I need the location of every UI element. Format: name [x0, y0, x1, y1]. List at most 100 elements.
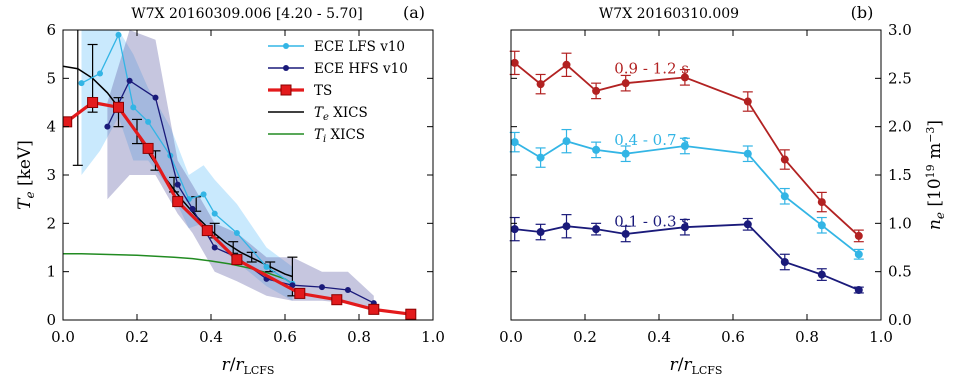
ne-point — [854, 250, 863, 259]
ece-hfs-point — [174, 181, 181, 188]
ne-point — [510, 225, 519, 234]
panel-a-ytick-label: 2 — [46, 214, 56, 232]
panel-b-ytick-label: 2.5 — [888, 69, 912, 87]
ts-point — [142, 142, 154, 154]
legend-label: TS — [314, 83, 332, 99]
ne-series-label: 0.9 - 1.2 s — [614, 60, 689, 78]
ece-lfs-line — [81, 32, 293, 285]
panel-a-xtick-label: 0.6 — [273, 328, 297, 346]
panel-b-tag: (b) — [851, 3, 874, 22]
ne-point — [743, 149, 752, 158]
panel-a-tag: (a) — [403, 3, 425, 22]
ece-lfs-point — [145, 118, 152, 125]
ne-point — [562, 222, 571, 231]
panel-b-ytick-label: 3.0 — [888, 21, 912, 39]
panel-a-xtick-label: 0.8 — [347, 328, 371, 346]
ece-lfs-point — [78, 80, 85, 87]
ne-point — [817, 221, 826, 230]
ece-hfs-point — [289, 282, 296, 289]
panel-b-ytick-label: 0.5 — [888, 263, 912, 281]
panel-b-xlabel: r/rLCFS — [670, 355, 723, 377]
ne-point — [621, 229, 630, 238]
legend-label: Ti XICS — [314, 127, 365, 145]
ne-point — [817, 198, 826, 207]
ne-point — [536, 153, 545, 162]
ne-point — [562, 137, 571, 146]
ece-hfs-point — [126, 77, 133, 84]
ece-lfs-point — [130, 104, 137, 111]
ne-point — [592, 225, 601, 234]
ne-point — [780, 155, 789, 164]
ts-point — [294, 287, 306, 299]
panel-b-xtick-label: 0.6 — [721, 328, 745, 346]
ece-hfs-point — [189, 205, 196, 212]
panel-b-axes: 0.0 0.2 0.4 0.6 0.8 1.00.00.51.01.52.02.53.0 — [499, 21, 912, 346]
ne-point — [592, 86, 601, 95]
ne-series-label: 0.1 - 0.3 s — [614, 212, 689, 230]
legend-swatch-marker — [283, 43, 289, 49]
series-2: 0.1 - 0.3 s — [509, 212, 864, 295]
panel-a-xtick-label: 1.0 — [421, 328, 445, 346]
ne-point — [536, 228, 545, 237]
ne-point — [510, 138, 519, 147]
ne-point — [780, 192, 789, 201]
ne-point — [854, 231, 863, 240]
ne-point — [854, 286, 863, 295]
panel-a-ytick-label: 6 — [46, 21, 56, 39]
ece-lfs-point — [263, 263, 270, 270]
panel-a-legend: ECE LFS v10 ECE HFS v10 TS Te XICS Ti XICS — [268, 39, 408, 145]
panel-a-xlabel: r/rLCFS — [222, 355, 275, 377]
legend-swatch-marker — [283, 65, 289, 71]
ne-point — [536, 80, 545, 89]
ne-point — [592, 145, 601, 154]
panel-b-xtick-label: 0.0 — [499, 328, 523, 346]
panel-a-title: W7X 20160309.006 [4.20 - 5.70] — [131, 6, 363, 22]
ece-hfs-point — [344, 287, 351, 294]
ece-hfs-line — [106, 79, 375, 304]
panel-b-xtick-label: 0.4 — [647, 328, 671, 346]
ts-point — [231, 254, 243, 266]
panel-a-te-profile: W7X 20160309.006 [4.20 - 5.70] (a) 0.0 0.… — [15, 3, 445, 377]
ece-hfs-point — [104, 123, 111, 130]
legend-label: ECE HFS v10 — [314, 61, 408, 77]
ts-point — [201, 225, 213, 237]
ece-lfs-point — [211, 210, 218, 217]
ece-lfs-point — [233, 230, 240, 236]
ne-point — [562, 60, 571, 69]
panel-a-ytick-label: 1 — [46, 263, 56, 281]
panel-b-xtick-label: 1.0 — [869, 328, 893, 346]
series-1: 0.4 - 0.7 s — [509, 128, 864, 260]
ece-hfs-point — [211, 244, 218, 251]
panel-a-ytick-label: 5 — [46, 69, 56, 87]
ne-series-line — [514, 140, 860, 256]
panel-a-clipped-group — [63, 30, 417, 320]
ne-point — [680, 73, 689, 82]
ts-point — [87, 97, 99, 108]
panel-b-ytick-label: 1.0 — [888, 214, 912, 232]
ts-point — [172, 196, 184, 208]
ts-point — [331, 294, 343, 306]
panel-b-ytick-label: 0.0 — [888, 311, 912, 329]
ne-point — [680, 223, 689, 232]
legend-label: Te XICS — [314, 105, 368, 123]
panel-b-title: W7X 20160310.009 — [599, 6, 739, 22]
panel-a-ytick-label: 4 — [46, 118, 56, 136]
panel-a-ytick-label: 3 — [46, 166, 56, 184]
panel-a-ytick-label: 0 — [46, 311, 56, 329]
ne-series-label: 0.4 - 0.7 s — [614, 131, 689, 149]
ne-point — [817, 270, 826, 279]
ece-lfs-point — [200, 191, 207, 198]
panel-b-ytick-label: 1.5 — [888, 166, 912, 184]
panel-a-plot-area — [63, 30, 417, 320]
ece-hfs-point — [152, 94, 159, 101]
ne-series-line — [514, 223, 860, 291]
panel-b-plot-area: 0.9 - 1.2 s 0.4 - 0.7 s 0.1 - 0.3 s — [509, 50, 864, 295]
panel-b-ytick-label: 2.0 — [888, 118, 912, 136]
panel-a-axes: 0.0 0.2 0.4 0.6 0.8 1.0 0 1 2 3 4 5 6 — [46, 21, 444, 346]
ts-point — [113, 101, 124, 113]
panel-a-xtick-label: 0.2 — [125, 328, 149, 346]
panel-b-ylabel: ne [1019 m−3] — [924, 120, 947, 230]
legend-label: ECE LFS v10 — [314, 39, 405, 55]
ne-series-line — [514, 62, 860, 237]
